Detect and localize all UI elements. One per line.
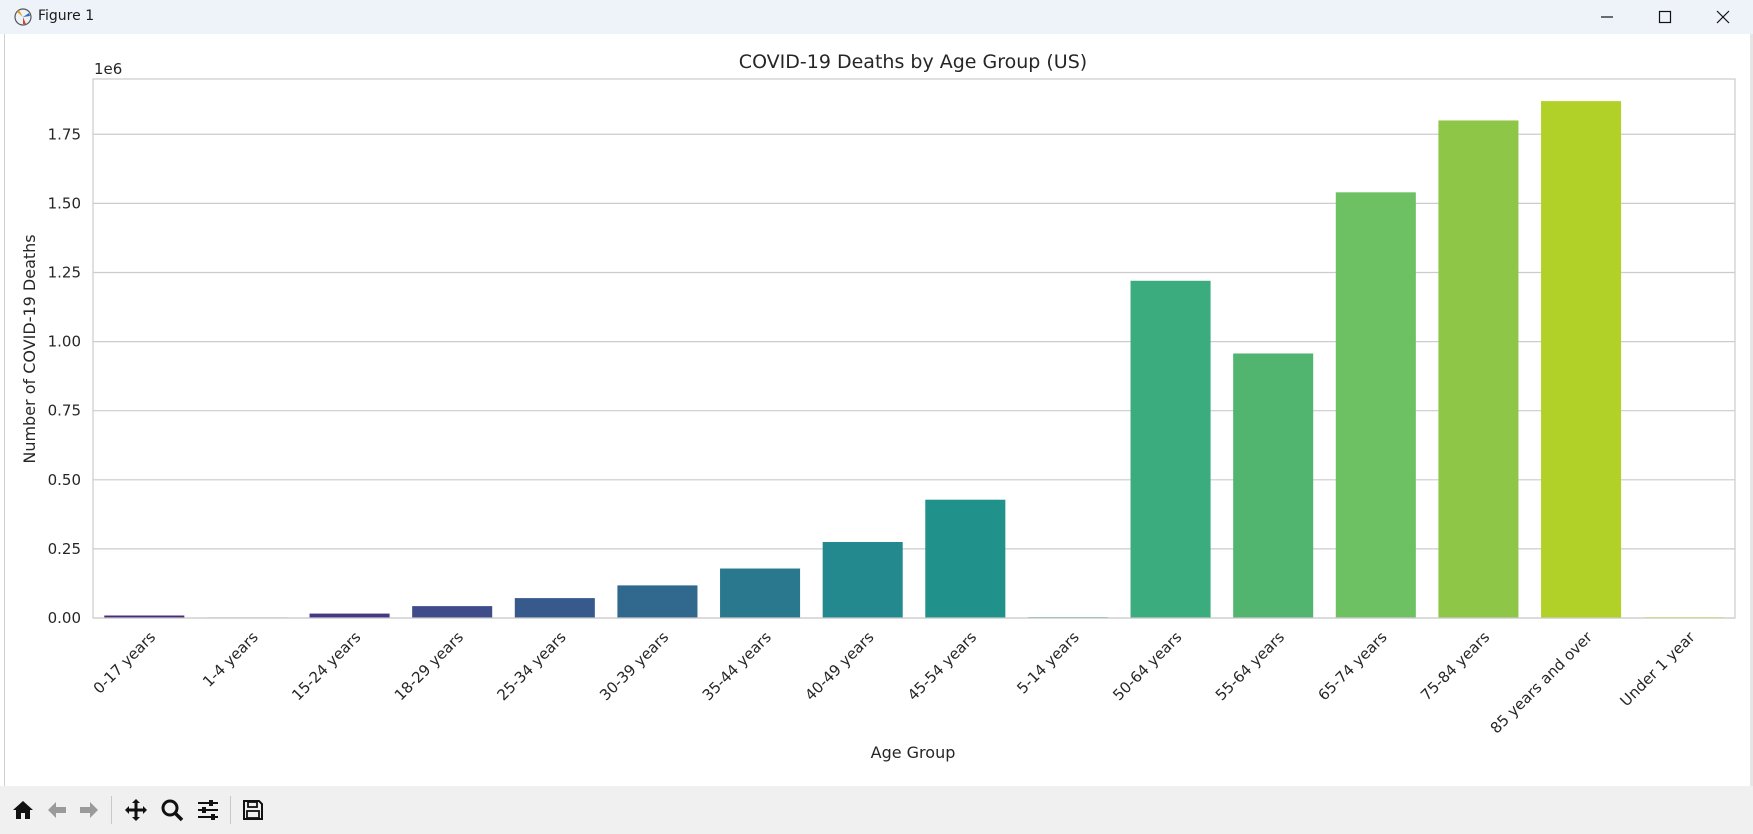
bar-85-years-and-over <box>1541 101 1622 619</box>
save-button[interactable] <box>238 795 268 825</box>
y-tick-label: 1.00 <box>48 333 81 351</box>
window-titlebar: Figure 1 <box>0 0 1753 34</box>
bar-55-64-years <box>1233 353 1314 618</box>
x-tick-label: 40-49 years <box>801 628 877 704</box>
y-axis-label: Number of COVID-19 Deaths <box>20 234 39 463</box>
bar-25-34-years <box>514 598 595 618</box>
matplotlib-app-icon <box>14 8 32 26</box>
x-tick-label: 35-44 years <box>699 628 775 704</box>
bar-chart: COVID-19 Deaths by Age Group (US) 1e6 Nu… <box>20 51 1736 762</box>
bar-30-39-years <box>617 585 698 618</box>
maximize-icon <box>1658 10 1672 24</box>
y-tick-label: 1.75 <box>48 125 81 143</box>
back-button[interactable] <box>42 795 72 825</box>
minimize-button[interactable] <box>1578 0 1636 34</box>
x-axis-label: Age Group <box>871 743 956 762</box>
bar-0-17-years <box>104 615 185 618</box>
bar-75-84-years <box>1438 120 1519 618</box>
y-tick-label: 0.25 <box>48 540 81 558</box>
save-icon <box>243 800 263 820</box>
y-tick-label: 0.50 <box>48 471 81 489</box>
bar-40-49-years <box>822 541 903 618</box>
close-button[interactable] <box>1694 0 1752 34</box>
maximize-button[interactable] <box>1636 0 1694 34</box>
x-ticks: 0-17 years 1-4 years 15-24 years 18-29 year… <box>90 628 1699 738</box>
window-title: Figure 1 <box>38 8 95 24</box>
bar-15-24-years <box>309 613 390 618</box>
x-tick-label: 85 years and over <box>1487 628 1597 738</box>
navigation-toolbar <box>0 786 1753 834</box>
axes-frame <box>92 78 1736 619</box>
y-ticks: 0.00 0.25 0.50 0.75 1.00 1.25 1.50 1.75 <box>48 125 81 627</box>
toolbar-separator <box>111 796 112 824</box>
x-tick-label: 15-24 years <box>288 628 364 704</box>
x-tick-label: 45-54 years <box>904 628 980 704</box>
bar-50-64-years <box>1130 280 1211 618</box>
configure-subplots-button[interactable] <box>193 795 223 825</box>
minimize-icon <box>1601 16 1613 18</box>
y-offset-label: 1e6 <box>94 60 122 78</box>
back-arrow-icon <box>48 802 66 818</box>
x-tick-label: 55-64 years <box>1212 628 1288 704</box>
forward-arrow-icon <box>80 802 98 818</box>
x-tick-label: 65-74 years <box>1315 628 1391 704</box>
close-icon <box>1716 10 1730 24</box>
x-tick-label: Under 1 year <box>1617 628 1700 711</box>
configure-subplots-icon <box>198 800 218 820</box>
chart-title: COVID-19 Deaths by Age Group (US) <box>739 51 1087 73</box>
pan-icon <box>125 799 147 821</box>
x-tick-label: 50-64 years <box>1109 628 1185 704</box>
x-tick-label: 75-84 years <box>1417 628 1493 704</box>
figure-canvas[interactable]: COVID-19 Deaths by Age Group (US) 1e6 Nu… <box>0 34 1753 786</box>
zoom-button[interactable] <box>157 795 187 825</box>
x-tick-label: 0-17 years <box>90 628 159 697</box>
right-window-edge <box>1750 34 1753 786</box>
x-tick-label: 25-34 years <box>494 628 570 704</box>
x-tick-label: 18-29 years <box>391 628 467 704</box>
bar-35-44-years <box>720 568 801 618</box>
x-tick-label: 30-39 years <box>596 628 672 704</box>
home-icon <box>13 801 33 819</box>
bar-18-29-years <box>412 606 493 618</box>
y-tick-label: 0.75 <box>48 402 81 420</box>
bar-45-54-years <box>925 499 1006 618</box>
y-tick-label: 1.25 <box>48 263 81 281</box>
forward-button[interactable] <box>74 795 104 825</box>
left-window-edge <box>0 34 5 786</box>
bars <box>104 101 1724 619</box>
home-button[interactable] <box>8 795 38 825</box>
zoom-icon <box>161 799 184 822</box>
y-tick-label: 0.00 <box>48 609 81 627</box>
x-tick-label: 1-4 years <box>199 628 262 691</box>
bar-65-74-years <box>1335 192 1416 619</box>
y-tick-label: 1.50 <box>48 194 81 212</box>
pan-button[interactable] <box>121 795 151 825</box>
toolbar-separator <box>230 796 231 824</box>
x-tick-label: 5-14 years <box>1013 628 1082 697</box>
